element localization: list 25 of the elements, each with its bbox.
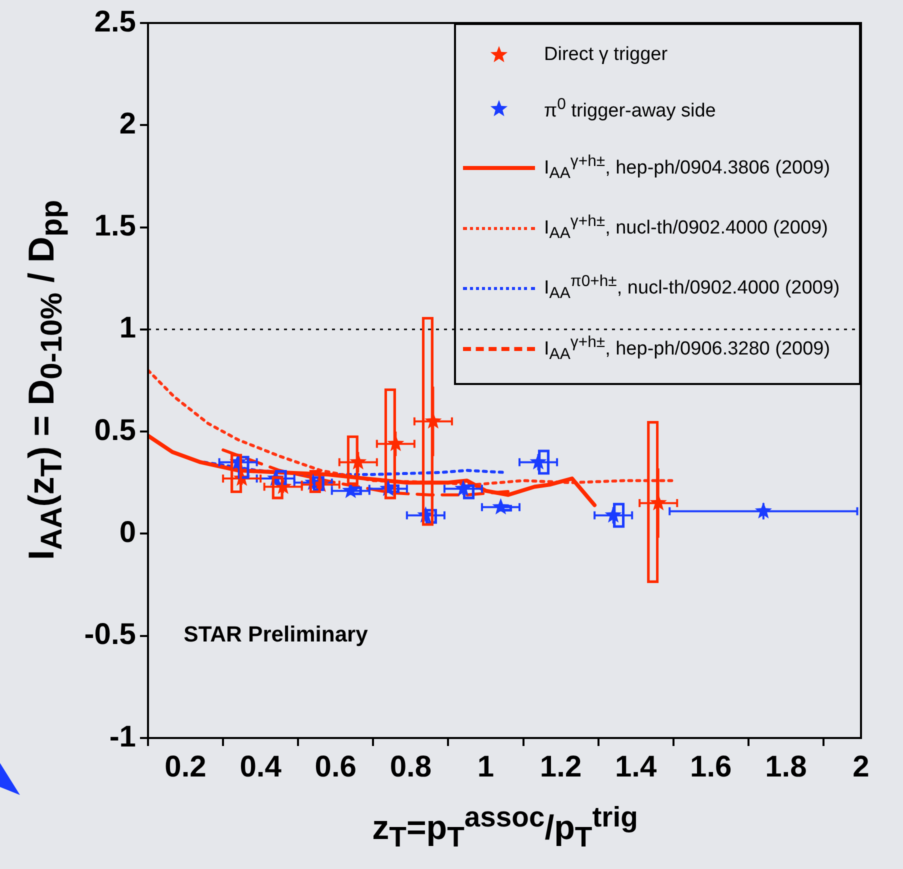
y-tick-label: 2 [119, 107, 136, 140]
legend-label: π$^{0}$ trigger-away side [544, 96, 716, 123]
x-tick-label: 0.6 [314, 750, 356, 784]
x-tick-label: 1 [477, 750, 494, 784]
annotation: STAR Preliminary [184, 621, 369, 646]
x-tick-label: 0.8 [390, 750, 432, 784]
y-tick-label: 0 [119, 516, 136, 549]
x-tick-label: 1.2 [540, 750, 582, 784]
legend-label: I$_{AA}$$^{π0+h±}$, nucl-th/0902.4000 (2009) [544, 273, 840, 304]
y-tick-label: 1 [119, 312, 136, 345]
y-tick-label: 2.5 [94, 5, 136, 38]
y-tick-label: -0.5 [84, 618, 136, 652]
x-tick-label: 2 [852, 750, 870, 784]
legend-label: I$_{AA}$$^{γ+h±}$, hep-ph/0904.3806 (2009) [544, 152, 830, 183]
x-tick-label: 1.4 [614, 750, 657, 784]
x-tick-label: 1.8 [765, 750, 807, 784]
x-tick-label: 0.2 [164, 750, 206, 784]
legend-label: I$_{AA}$$^{γ+h±}$, nucl-th/0902.4000 (2009) [544, 213, 828, 244]
y-tick-label: 1.5 [94, 210, 136, 243]
y-tick-label: -1 [109, 720, 136, 754]
x-tick-label: 0.4 [240, 750, 282, 784]
legend-label: I$_{AA}$$^{γ+h±}$, hep-ph/0906.3280 (2009) [544, 334, 830, 364]
y-tick-label: 0.5 [94, 414, 136, 447]
x-tick-label: 1.6 [690, 750, 732, 784]
legend-label: Direct γ trigger [544, 44, 668, 66]
